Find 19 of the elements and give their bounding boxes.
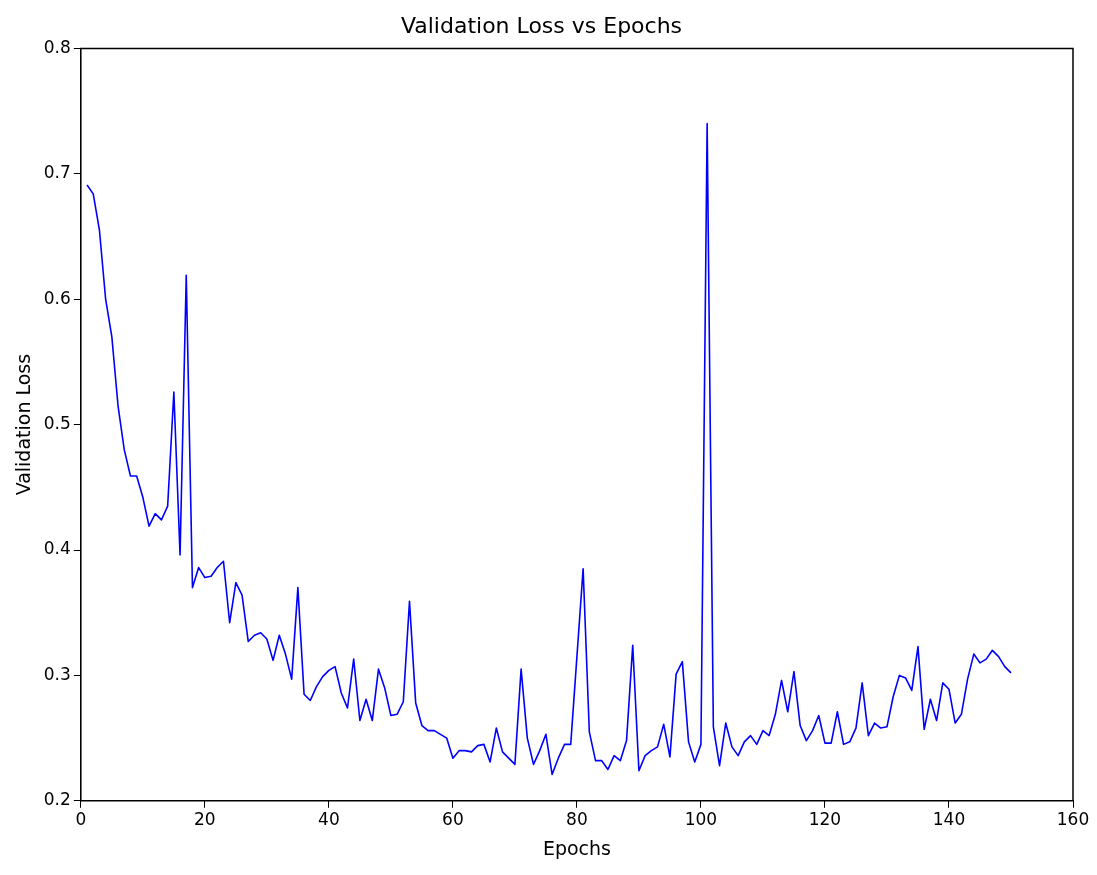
y-tick-label: 0.2: [43, 789, 71, 810]
y-tick-label: 0.3: [43, 663, 71, 684]
chart-title: Validation Loss vs Epochs: [400, 12, 683, 38]
x-tick-label: 0: [75, 809, 87, 830]
x-tick-label: 160: [1056, 809, 1090, 830]
x-tick-label: 100: [684, 809, 718, 830]
x-tick-label: 120: [808, 809, 842, 830]
x-axis-title: Epochs: [542, 836, 611, 859]
y-tick-label: 0.4: [43, 538, 71, 559]
x-tick-label: 140: [932, 809, 966, 830]
y-tick-label: 0.7: [43, 162, 71, 183]
y-tick-label: 0.8: [43, 36, 71, 57]
x-tick-label: 60: [442, 809, 464, 830]
x-tick-label: 80: [566, 809, 588, 830]
y-tick-label: 0.6: [43, 287, 71, 308]
x-tick-label: 20: [194, 809, 216, 830]
x-tick-label: 40: [318, 809, 340, 830]
y-tick-label: 0.5: [43, 413, 71, 434]
y-axis-title: Validation Loss: [12, 353, 35, 496]
